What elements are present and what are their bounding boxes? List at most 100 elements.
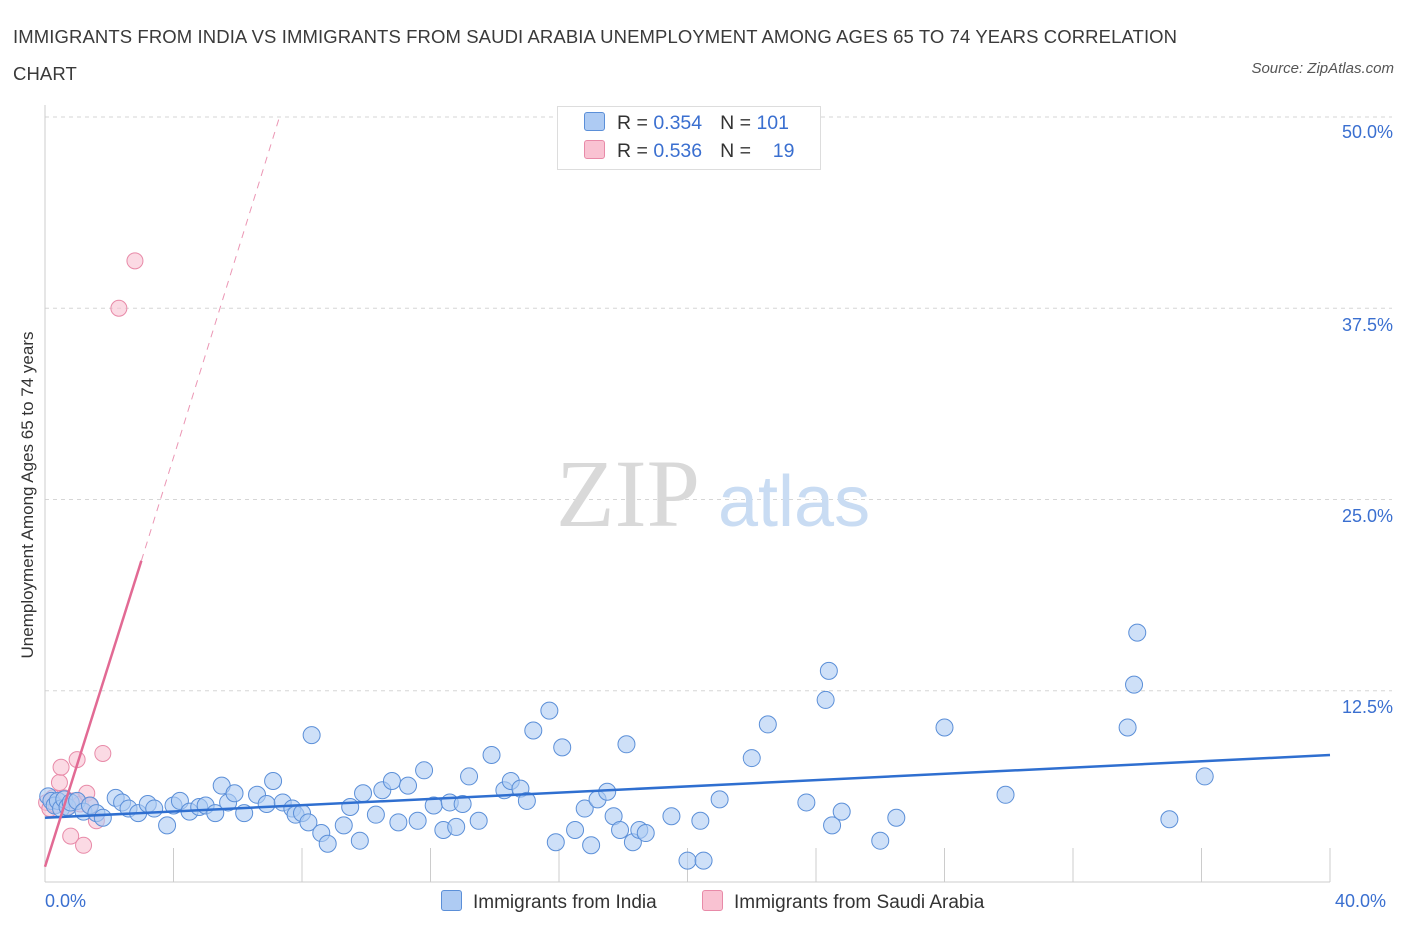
axis-layer [44,105,1331,883]
india-point [996,785,1015,804]
legend-r-value: 0.354 [653,112,703,134]
india-point [742,749,761,768]
y-axis-label: Unemployment Among Ages 65 to 74 years [18,331,37,659]
chart-title: IMMIGRANTS FROM INDIA VS IMMIGRANTS FROM… [13,26,1178,84]
india-point [1160,810,1179,829]
india-point [341,798,360,817]
legend-r-label: R = [617,140,654,162]
india-point [566,820,585,839]
india-point [382,772,401,791]
y-tick-label: 25.0% [1341,506,1393,526]
india-point [819,661,838,680]
india-point [816,690,835,709]
saudi-point [126,252,144,270]
india-point [302,726,321,745]
india-point [145,799,164,818]
saudi-point [52,758,70,776]
india-point [1125,675,1144,694]
india-point [264,772,283,791]
source-label: Source: ZipAtlas.com [1251,60,1394,77]
india-point [582,836,601,855]
india-point [354,784,373,803]
saudi-point [50,774,68,792]
bottom-legend-label: Immigrants from Saudi Arabia [734,892,985,913]
saudi-swatch-icon [702,890,723,911]
india-point [299,813,318,832]
india-point [710,790,729,809]
india-point [691,811,710,830]
trend-layer [43,116,1331,868]
india-point [524,721,543,740]
india-point [678,851,697,870]
saudi-trend-extension [140,116,280,561]
india-point [469,811,488,830]
india-point [415,761,434,780]
india-point [389,813,408,832]
saudi-point [94,744,112,762]
india-point [636,824,655,843]
india-point [366,805,385,824]
legend-r-value: 0.536 [653,140,703,162]
legend-r-label: R = [617,112,654,134]
india-point [482,746,501,765]
india-point [871,831,890,850]
saudi-trend-line [43,560,143,868]
saudi-swatch-icon [584,140,605,159]
india-point [318,834,337,853]
india-point [350,831,369,850]
grid-layer [45,116,1392,692]
saudi-points [38,252,144,854]
stats-legend: R = 0.354 N = 101 R = 0.536 N = 19 [557,106,821,170]
bottom-legend-saudi[interactable]: Immigrants from Saudi Arabia [702,890,984,914]
india-point [823,816,842,835]
india-point [408,811,427,830]
india-point [399,776,418,795]
india-point [758,715,777,734]
india-point [575,799,594,818]
india-swatch-icon [441,890,462,911]
legend-n-value: 19 [772,140,795,162]
india-points [39,623,1214,870]
india-point [662,807,681,826]
bottom-legend-label: Immigrants from India [473,892,657,913]
india-point [93,808,112,827]
x-tick-label: 0.0% [45,891,87,911]
india-point [887,808,906,827]
india-point [935,718,954,737]
y-tick-label: 50.0% [1341,122,1393,142]
india-point [460,767,479,786]
india-trend-line [44,753,1331,819]
india-point [517,791,536,810]
legend-n-label: N = [720,140,757,162]
india-point [1128,623,1147,642]
india-point [257,794,276,813]
india-point [611,820,630,839]
india-point [797,793,816,812]
india-point [225,784,244,803]
watermark-atlas: atlas [718,462,870,542]
saudi-point [62,827,80,845]
india-point [694,851,713,870]
legend-n-label: N = [720,112,757,134]
saudi-point [110,299,128,317]
legend-row-saudi: R = 0.536 N = 19 [584,140,794,166]
india-point [1195,767,1214,786]
india-point [158,816,177,835]
india-point [553,738,572,757]
y-tick-label: 37.5% [1341,315,1393,335]
india-point [447,817,466,836]
india-point [453,794,472,813]
india-point [546,833,565,852]
legend-row-india: R = 0.354 N = 101 [584,112,789,138]
watermark: ZIP atlas [556,440,870,547]
watermark-zip: ZIP [556,440,700,547]
india-point [334,816,353,835]
india-point [540,701,559,720]
india-point [1118,718,1137,737]
india-point [832,802,851,821]
india-point [617,735,636,754]
x-tick-label: 40.0% [1335,891,1387,911]
bottom-legend-india[interactable]: Immigrants from India [441,890,657,914]
legend-n-value: 101 [756,112,789,134]
